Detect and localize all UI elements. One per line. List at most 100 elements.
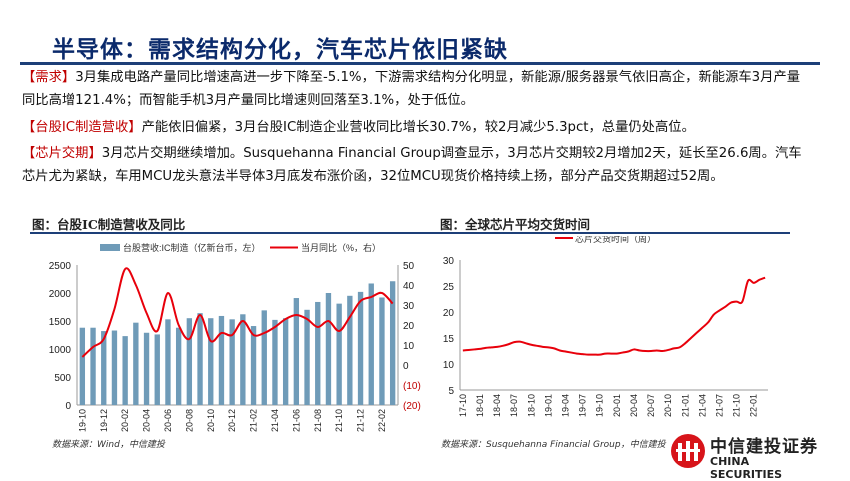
x-tick: 19-12: [99, 409, 109, 432]
bar-19-12: [101, 331, 107, 405]
x-tick: 21-04: [697, 394, 707, 417]
x-tick: 21-08: [313, 409, 323, 432]
x-tick: 21-07: [715, 394, 725, 417]
x-tick: 21-02: [249, 409, 259, 432]
x-tick: 17-10: [458, 394, 468, 417]
bar-21-09: [325, 293, 332, 405]
paragraph-text: 3月集成电路产量同比增速高进一步下降至-5.1%，下游需求结构分化明显，新能源/…: [22, 70, 801, 108]
bar-20-03: [133, 322, 139, 405]
page-title: 半导体：需求结构分化，汽车芯片依旧紧缺: [52, 37, 508, 63]
tag-demand: 【需求】: [22, 70, 76, 85]
bar-21-07: [304, 309, 310, 405]
bar-21-10: [336, 303, 342, 405]
paragraph-lead-time: 【芯片交期】3月芯片交期继续增加。Susquehanna Financial G…: [22, 142, 812, 188]
x-tick: 19-10: [595, 394, 605, 417]
chart1-rule: [30, 232, 430, 234]
y-tick: 5: [448, 386, 454, 397]
chart1-title: 图：台股IC制造营收及同比: [32, 217, 186, 232]
bar-21-08: [315, 301, 321, 405]
y-right-tick: 0: [403, 361, 409, 372]
y-right-tick: 40: [403, 281, 415, 292]
bar-21-04: [272, 319, 278, 405]
bar-20-06: [165, 319, 171, 405]
y-right-tick: (20): [403, 401, 421, 412]
title-divider: [20, 62, 820, 65]
logo-english: CHINA SECURITIES: [710, 455, 783, 481]
y-right-tick: 50: [403, 261, 415, 272]
x-tick: 19-01: [543, 394, 553, 417]
y-right-tick: 20: [403, 321, 415, 332]
bar-20-12: [229, 319, 235, 405]
x-tick: 19-04: [561, 394, 571, 417]
bar-21-03: [261, 310, 267, 405]
x-tick: 21-01: [680, 394, 690, 417]
x-tick: 20-01: [612, 394, 622, 417]
y-right-tick: (10): [403, 381, 421, 392]
bar-20-10: [208, 318, 214, 405]
chart2-title: 图：全球芯片平均交货时间: [440, 217, 591, 232]
bar-19-11: [90, 327, 96, 405]
bar-20-08: [186, 318, 193, 405]
y-left-tick: 500: [54, 373, 71, 384]
x-tick: 22-01: [749, 394, 759, 417]
x-tick: 20-10: [206, 409, 216, 432]
y-left-tick: 0: [65, 401, 71, 412]
x-tick: 19-07: [578, 394, 588, 417]
y-tick: 10: [443, 360, 455, 371]
bar-20-11: [218, 315, 225, 405]
legend-bar-swatch: [100, 244, 120, 251]
chart1-source: 数据来源：Wind，中信建投: [52, 440, 165, 450]
lead-time-line: [462, 276, 766, 356]
bar-19-10: [79, 327, 86, 405]
x-tick: 18-04: [492, 394, 502, 417]
y-tick: 25: [443, 282, 455, 293]
bar-21-05: [282, 318, 289, 405]
legend-line-label: 当月同比（%，右）: [301, 242, 381, 253]
x-tick: 20-08: [184, 409, 194, 432]
x-tick: 22-02: [377, 409, 387, 432]
x-tick: 18-10: [526, 394, 536, 417]
bar-20-09: [197, 313, 203, 405]
y-left-tick: 1500: [49, 317, 72, 328]
bar-20-01: [111, 330, 118, 405]
bar-22-02: [379, 297, 385, 405]
bar-21-06: [293, 298, 300, 405]
x-tick: 19-10: [77, 409, 87, 432]
y-left-tick: 2000: [49, 289, 72, 300]
x-tick: 21-12: [356, 409, 366, 432]
chart2-source: 数据来源：Susquehanna Financial Group，中信建投: [441, 440, 666, 450]
legend-bar-label: 台股营收:IC制造（亿新台币，左）: [123, 242, 261, 253]
chart1-ic-revenue: 台股营收:IC制造（亿新台币，左） 当月同比（%，右）25002000150010…: [49, 242, 421, 432]
y-left-tick: 2500: [49, 261, 72, 272]
bar-20-05: [154, 334, 160, 405]
bar-20-04: [143, 332, 150, 405]
paragraph-ic-revenue: 【台股IC制造营收】产能依旧偏紧，3月台股IC制造企业营收同比增长30.7%，较…: [22, 116, 812, 139]
bar-22-01: [368, 283, 374, 405]
bar-21-02: [250, 326, 257, 405]
chart2-lead-time: 芯片交货时间（周） 30 25 20 15 10 5 17-10 18-01 18-04 18-07…: [443, 236, 768, 417]
y-right-tick: 30: [403, 301, 415, 312]
chart2-rule: [425, 232, 790, 234]
citic-logo-icon: [671, 434, 705, 468]
y-tick: 30: [443, 256, 455, 267]
yoy-line: [81, 267, 394, 358]
x-tick: 20-06: [163, 409, 173, 432]
bar-22-03: [389, 281, 396, 405]
legend-label: 芯片交货时间（周）: [575, 236, 656, 244]
paragraph-demand: 【需求】3月集成电路产量同比增速高进一步下降至-5.1%，下游需求结构分化明显，…: [22, 66, 812, 112]
x-tick: 18-01: [475, 394, 485, 417]
logo-name: 中信建投证券: [710, 437, 818, 457]
x-tick: 20-12: [227, 409, 237, 432]
bar-21-01: [240, 314, 246, 405]
x-tick: 21-06: [291, 409, 301, 432]
paragraph-text: 3月芯片交期继续增加。Susquehanna Financial Group调查…: [22, 146, 802, 184]
tag-lead-time: 【芯片交期】: [22, 146, 102, 161]
bar-20-02: [122, 336, 128, 405]
y-left-tick: 1000: [49, 345, 72, 356]
bar-21-12: [357, 291, 364, 405]
y-tick: 15: [443, 334, 455, 345]
x-tick: 20-07: [646, 394, 656, 417]
bar-20-07: [175, 327, 182, 405]
paragraph-text: 产能依旧偏紧，3月台股IC制造企业营收同比增长30.7%，较2月减少5.3pct…: [141, 120, 695, 135]
x-tick: 21-10: [334, 409, 344, 432]
